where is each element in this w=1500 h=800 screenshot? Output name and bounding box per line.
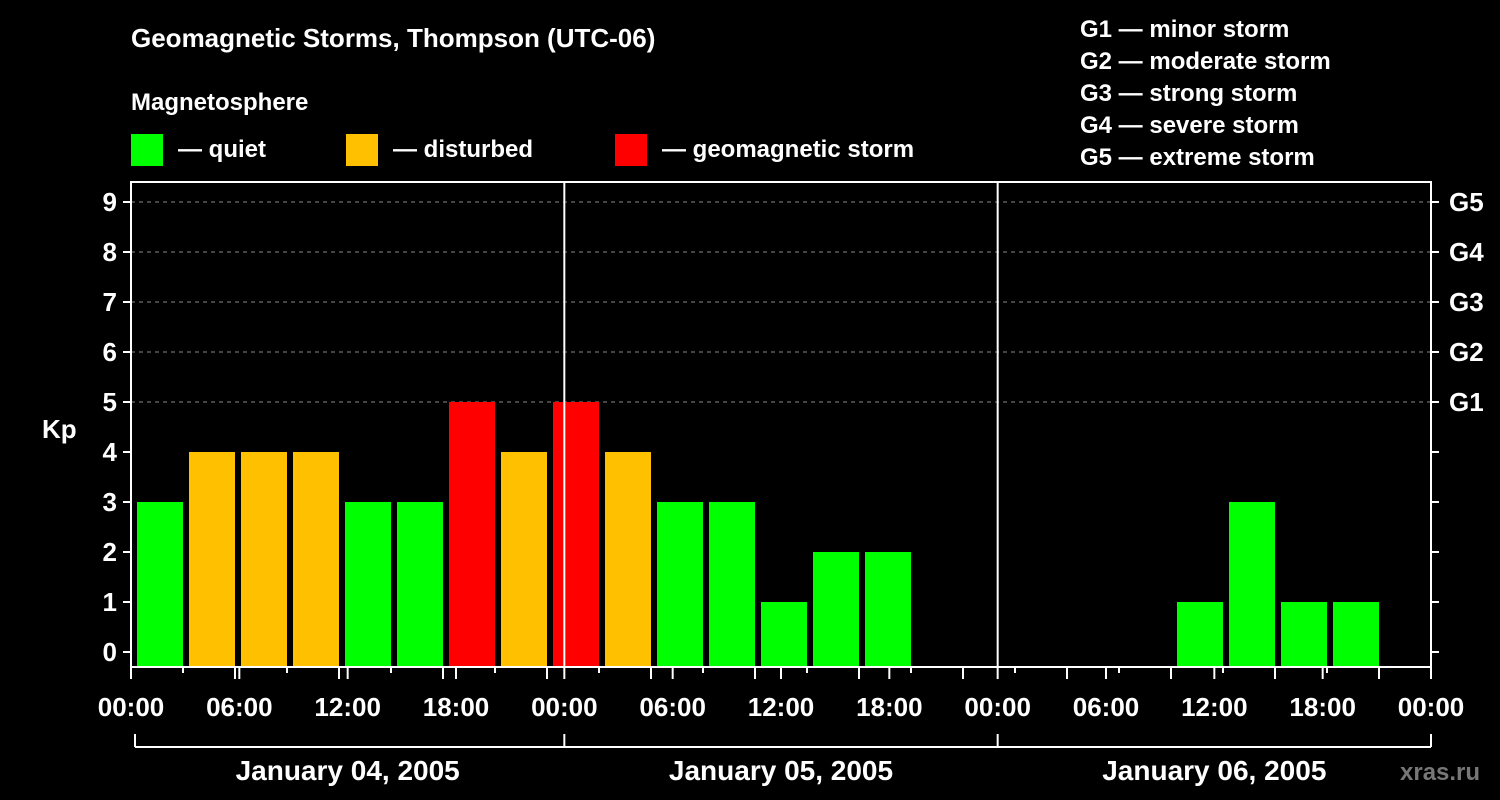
g-tick-label: G3 <box>1449 287 1484 317</box>
g-tick-label: G4 <box>1449 237 1484 267</box>
g-scale-legend-item: G4 — severe storm <box>1080 112 1299 139</box>
x-tick-label: 18:00 <box>1289 692 1356 722</box>
kp-bar <box>501 452 547 667</box>
legend-label: — geomagnetic storm <box>662 136 914 163</box>
x-tick-label: 12:00 <box>314 692 381 722</box>
day-label: January 06, 2005 <box>1102 755 1326 786</box>
kp-bar <box>605 452 651 667</box>
x-tick-label: 12:00 <box>1181 692 1248 722</box>
g-scale-legend-item: G3 — strong storm <box>1080 80 1297 107</box>
g-scale-legend-item: G2 — moderate storm <box>1080 48 1331 75</box>
legend-swatch <box>615 134 647 166</box>
legend: — quiet — disturbed — geomagnetic storm <box>131 134 914 166</box>
y-axis: 0 1 2 3 4 5 6 7 8 9 <box>103 187 131 667</box>
kp-bar <box>449 402 495 667</box>
grid <box>131 201 1431 403</box>
y-tick-label: 9 <box>103 187 117 217</box>
watermark: xras.ru <box>1400 759 1480 786</box>
bars <box>137 402 1379 667</box>
y-tick-label: 8 <box>103 237 117 267</box>
kp-bar <box>761 602 807 667</box>
y-tick-label: 2 <box>103 537 117 567</box>
y-tick-label: 0 <box>103 637 117 667</box>
kp-bar <box>1281 602 1327 667</box>
legend-swatch <box>346 134 378 166</box>
x-tick-label: 00:00 <box>1398 692 1465 722</box>
y-tick-label: 5 <box>103 387 117 417</box>
x-tick-label: 00:00 <box>98 692 165 722</box>
y-tick-label: 4 <box>103 437 118 467</box>
y-tick-label: 7 <box>103 287 117 317</box>
x-tick-label: 18:00 <box>856 692 923 722</box>
kp-bar <box>553 402 599 667</box>
x-tick-label: 00:00 <box>964 692 1031 722</box>
kp-bar <box>189 452 235 667</box>
kp-bar <box>397 502 443 667</box>
x-tick-label: 18:00 <box>423 692 490 722</box>
day-labels: January 04, 2005 January 05, 2005 January … <box>134 734 1432 786</box>
kp-bar <box>1177 602 1223 667</box>
kp-bar <box>709 502 755 667</box>
x-tick-label: 00:00 <box>531 692 598 722</box>
g-scale-legend-item: G1 — minor storm <box>1080 16 1289 43</box>
g-tick-label: G1 <box>1449 387 1484 417</box>
legend-label: — quiet <box>178 136 266 163</box>
kp-bar <box>1229 502 1275 667</box>
g-scale-legend: G1 — minor storm G2 — moderate storm G3 — … <box>1080 16 1331 171</box>
y-tick-label: 6 <box>103 337 117 367</box>
day-label: January 04, 2005 <box>236 755 460 786</box>
kp-bar <box>865 552 911 667</box>
x-tick-label: 06:00 <box>206 692 273 722</box>
kp-bar <box>241 452 287 667</box>
kp-bar <box>813 552 859 667</box>
kp-bar <box>345 502 391 667</box>
kp-bar <box>1333 602 1379 667</box>
day-label: January 05, 2005 <box>669 755 893 786</box>
chart-title: Geomagnetic Storms, Thompson (UTC-06) <box>131 23 655 53</box>
kp-bar <box>293 452 339 667</box>
x-tick-label: 06:00 <box>1073 692 1140 722</box>
g-tick-label: G2 <box>1449 337 1484 367</box>
y-tick-label: 1 <box>103 587 117 617</box>
g-axis: G1 G2 G3 G4 G5 <box>1431 187 1484 653</box>
x-axis: 00:00 06:00 12:00 18:00 00:00 06:00 12:00 18:00… <box>98 667 1465 722</box>
y-tick-label: 3 <box>103 487 117 517</box>
y-axis-label: Kp <box>42 414 77 444</box>
legend-label: — disturbed <box>393 136 533 163</box>
kp-bar <box>657 502 703 667</box>
legend-title: Magnetosphere <box>131 89 308 116</box>
kp-bar <box>137 502 183 667</box>
g-tick-label: G5 <box>1449 187 1484 217</box>
g-scale-legend-item: G5 — extreme storm <box>1080 144 1315 171</box>
x-tick-label: 12:00 <box>748 692 815 722</box>
legend-swatch <box>131 134 163 166</box>
x-tick-label: 06:00 <box>639 692 706 722</box>
